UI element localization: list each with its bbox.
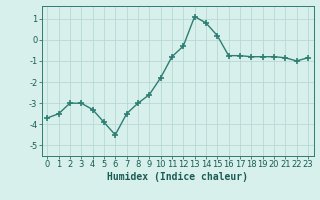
X-axis label: Humidex (Indice chaleur): Humidex (Indice chaleur) <box>107 172 248 182</box>
